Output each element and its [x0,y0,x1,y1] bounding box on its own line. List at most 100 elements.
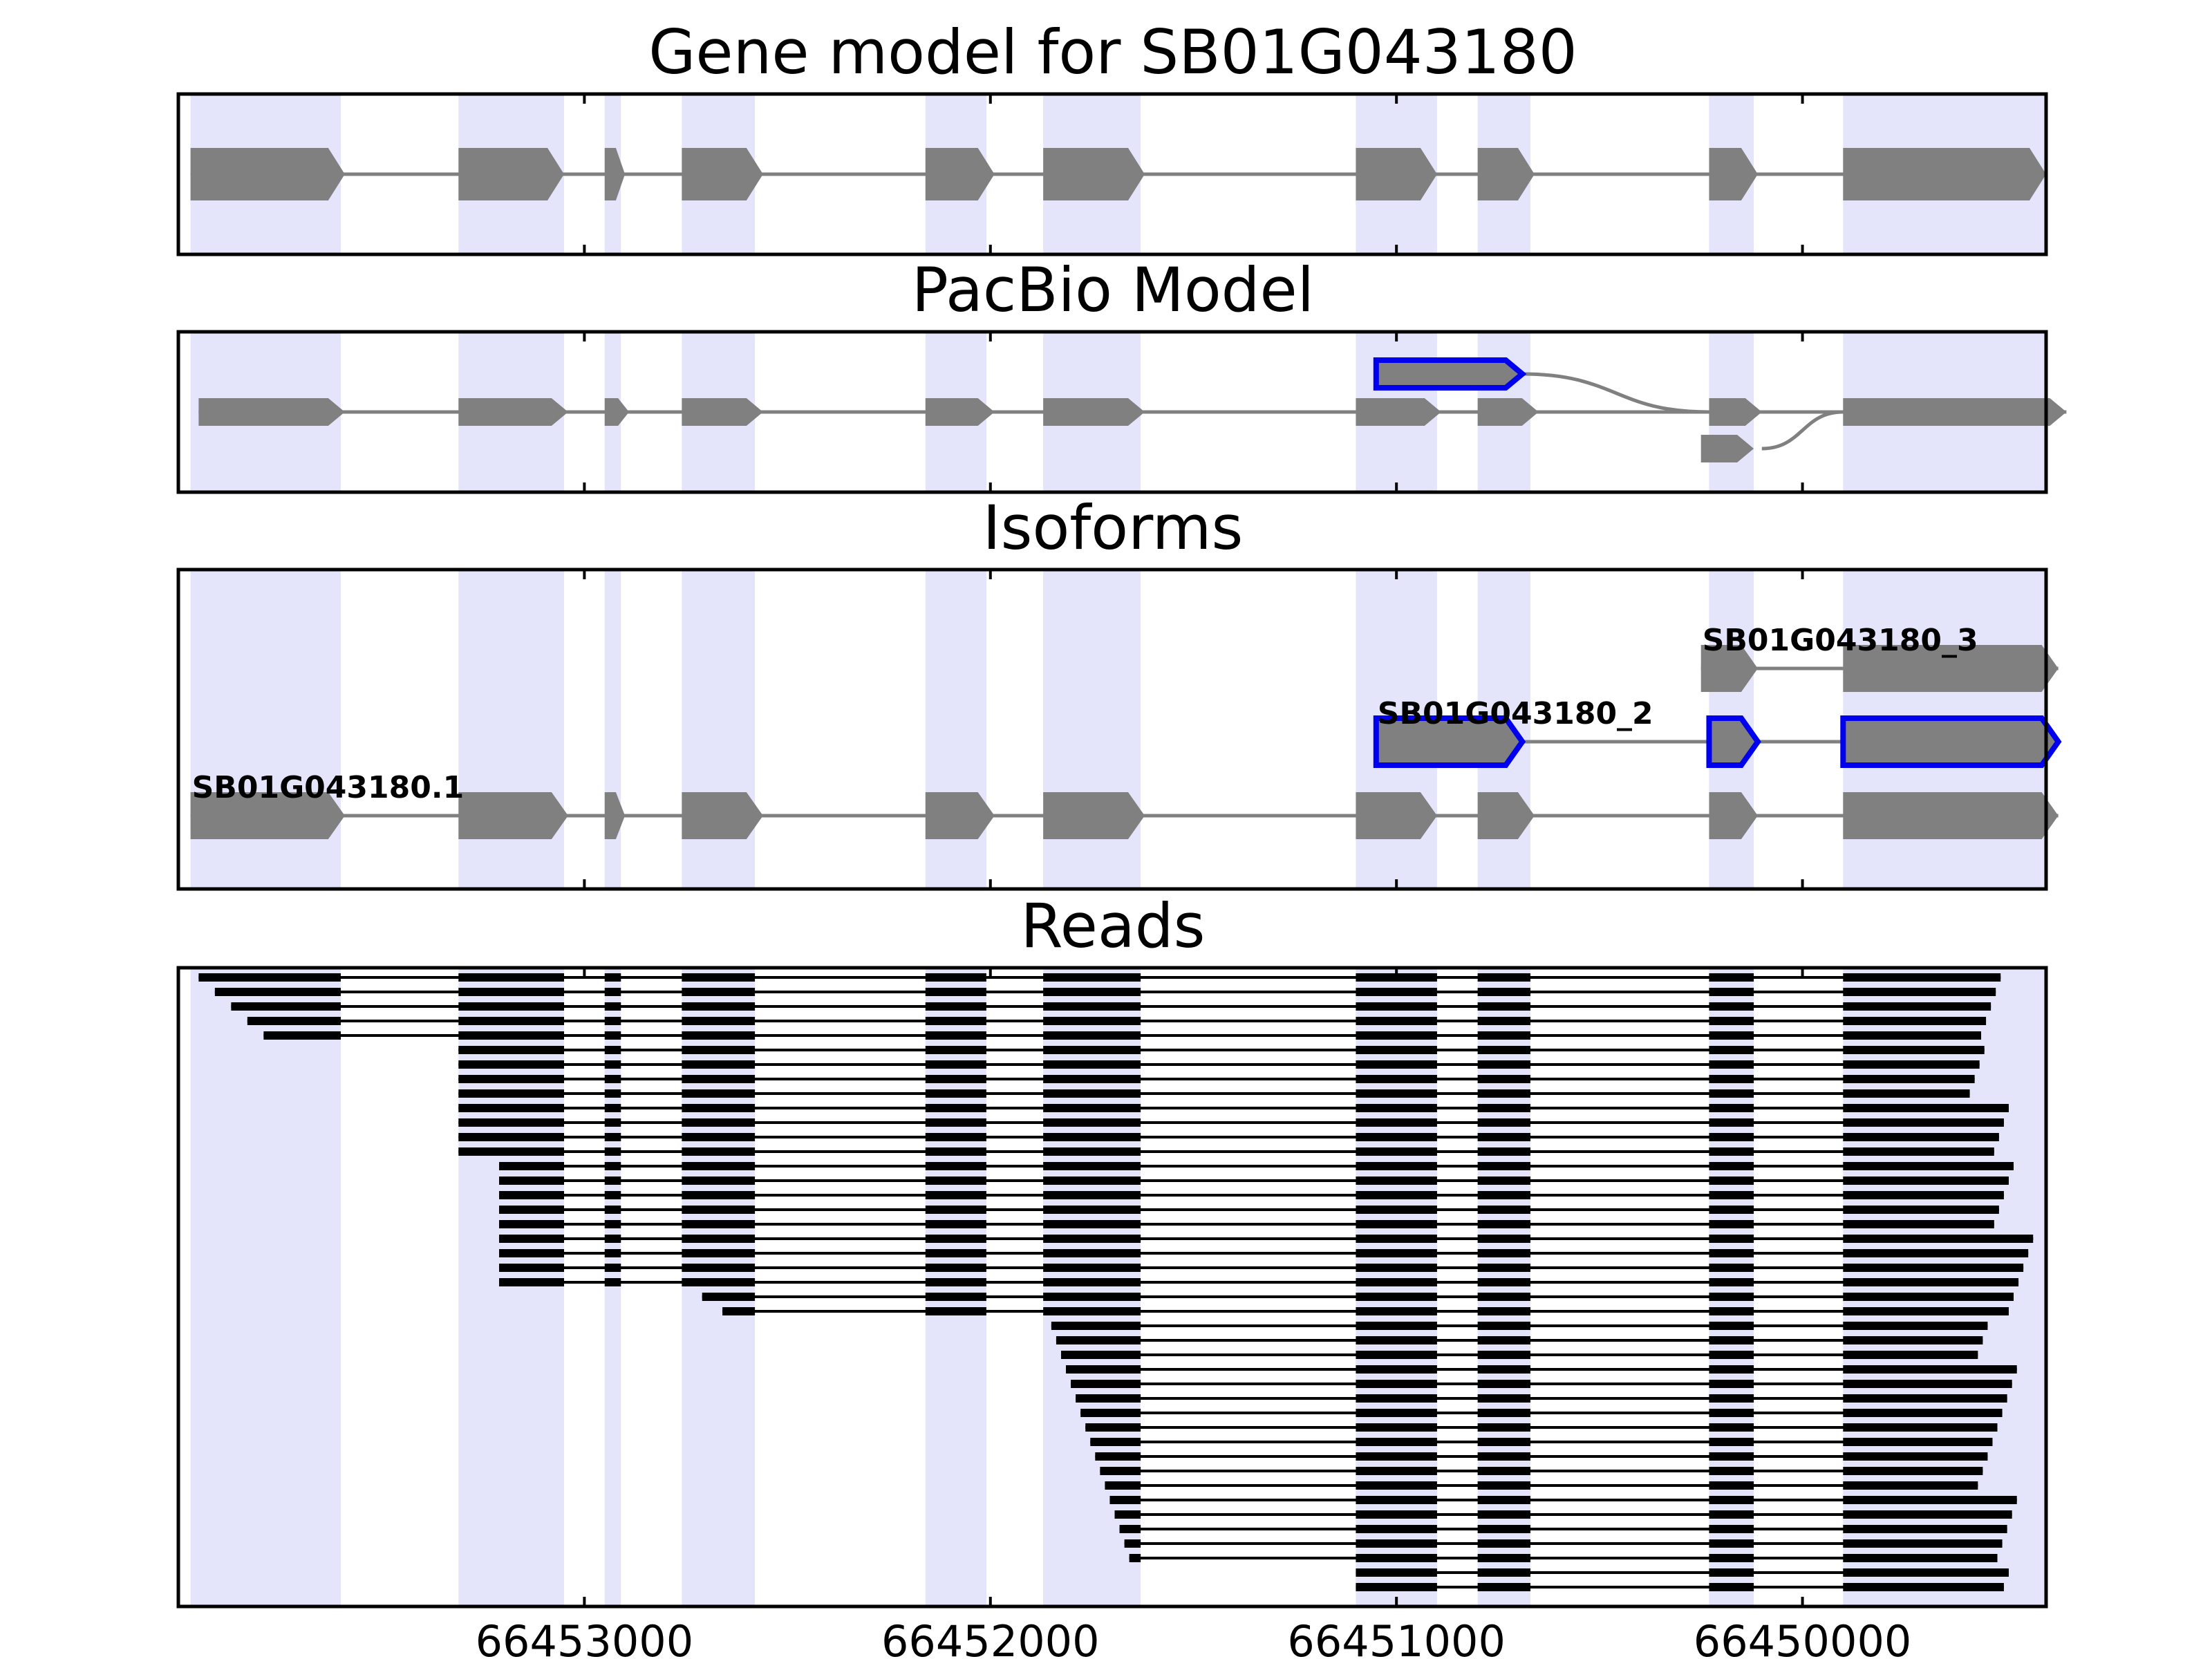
read-exon [925,1220,986,1228]
exon-band [458,570,565,889]
read-exon [1709,1351,1754,1359]
read-exon [1043,1249,1141,1257]
read-exon [1043,1017,1141,1025]
read-exon [1356,1104,1437,1112]
read-exon [682,1031,756,1040]
read-exon [458,1060,565,1069]
read-exon [1356,1075,1437,1083]
read-exon [604,988,621,996]
read-exon [1356,1554,1437,1562]
exon-band [458,968,565,1606]
read-exon [925,1191,986,1199]
read-exon [682,1162,756,1170]
read-exon [1709,1336,1754,1344]
read-exon [1043,988,1141,996]
read-exon [1477,1525,1531,1533]
read-exon [925,1133,986,1141]
highlighted-exon [1706,715,1761,768]
exon-band [604,968,621,1606]
read-exon [1709,1293,1754,1301]
read-exon [1477,1351,1531,1359]
read-exon [604,1191,621,1199]
read-exon [1843,1060,1980,1069]
panel-pacbio-model-frame [176,330,2048,494]
read-exon [499,1177,565,1185]
isoform-label: SB01G043180_2 [1378,696,1653,731]
read-exon [1043,1104,1141,1112]
read-exon [1356,1481,1437,1490]
read-exon [1105,1481,1141,1490]
read-exon [604,1249,621,1257]
read-exon [1043,1060,1141,1069]
read-exon [1356,1322,1437,1330]
read-exon [1709,1467,1754,1475]
read-exon [1477,1467,1531,1475]
exon-band [925,968,986,1606]
read-exon [1477,1423,1531,1432]
read-exon [1477,1206,1531,1214]
read-exon [1709,1278,1754,1286]
x-tick-label: 66452000 [881,1616,1100,1659]
read-exon [1477,988,1531,996]
x-tick-label: 66450000 [1694,1616,1912,1659]
exon [1709,148,1758,200]
read-exon [1477,1147,1531,1156]
read-exon [1709,1510,1754,1519]
read-exon [1843,1017,1987,1025]
read-exon [1843,1525,2007,1533]
read-exon [1709,1496,1754,1504]
read-exon [604,1264,621,1272]
read-exon [1477,1380,1531,1388]
exon [1843,398,2067,426]
read-exon [1477,1089,1531,1098]
read-exon [1477,1394,1531,1403]
read-exon [1356,1278,1437,1286]
read-exon [1709,973,1754,982]
read-exon [925,1249,986,1257]
read-exon [499,1235,565,1243]
read-exon [1124,1539,1141,1548]
read-exon [1356,1568,1437,1577]
read-exon [925,1046,986,1054]
read-exon [458,1002,565,1011]
read-exon [925,1235,986,1243]
read-exon [1843,1365,2017,1374]
read-exon [604,1147,621,1156]
read-exon [1843,1452,1988,1461]
read-exon [1709,1031,1754,1040]
exon-band [190,968,341,1606]
read-exon [1356,1147,1437,1156]
read-exon [1356,1220,1437,1228]
exon [682,398,763,426]
read-exon [604,1177,621,1185]
read-exon [1843,1481,1978,1490]
read-exon [682,1089,756,1098]
read-exon [1043,1147,1141,1156]
splice-connector [1522,372,1709,414]
read-exon [1043,1220,1141,1228]
read-exon [925,1031,986,1040]
read-exon [1356,1539,1437,1548]
exon-band [604,570,621,889]
read-exon [1843,1046,1985,1054]
read-exon [925,1017,986,1025]
panel-isoforms-frame [176,568,2048,891]
read-exon [1477,1235,1531,1243]
read-exon [1051,1322,1141,1330]
read-exon [1709,1423,1754,1432]
read-exon [604,1104,621,1112]
exon [1843,645,2059,692]
read-exon [1843,1147,1994,1156]
read-exon [1066,1365,1141,1374]
read-exon [1843,1249,2029,1257]
read-exon [1843,1075,1975,1083]
read-exon [1100,1467,1141,1475]
read-exon [1709,1481,1754,1490]
read-exon [1043,1293,1141,1301]
read-exon [925,1147,986,1156]
read-exon [1043,1177,1141,1185]
read-exon [1477,1162,1531,1170]
panel-pacbio-model-tracks [198,357,2067,462]
read-exon [682,1060,756,1069]
read-exon [1477,1438,1531,1446]
